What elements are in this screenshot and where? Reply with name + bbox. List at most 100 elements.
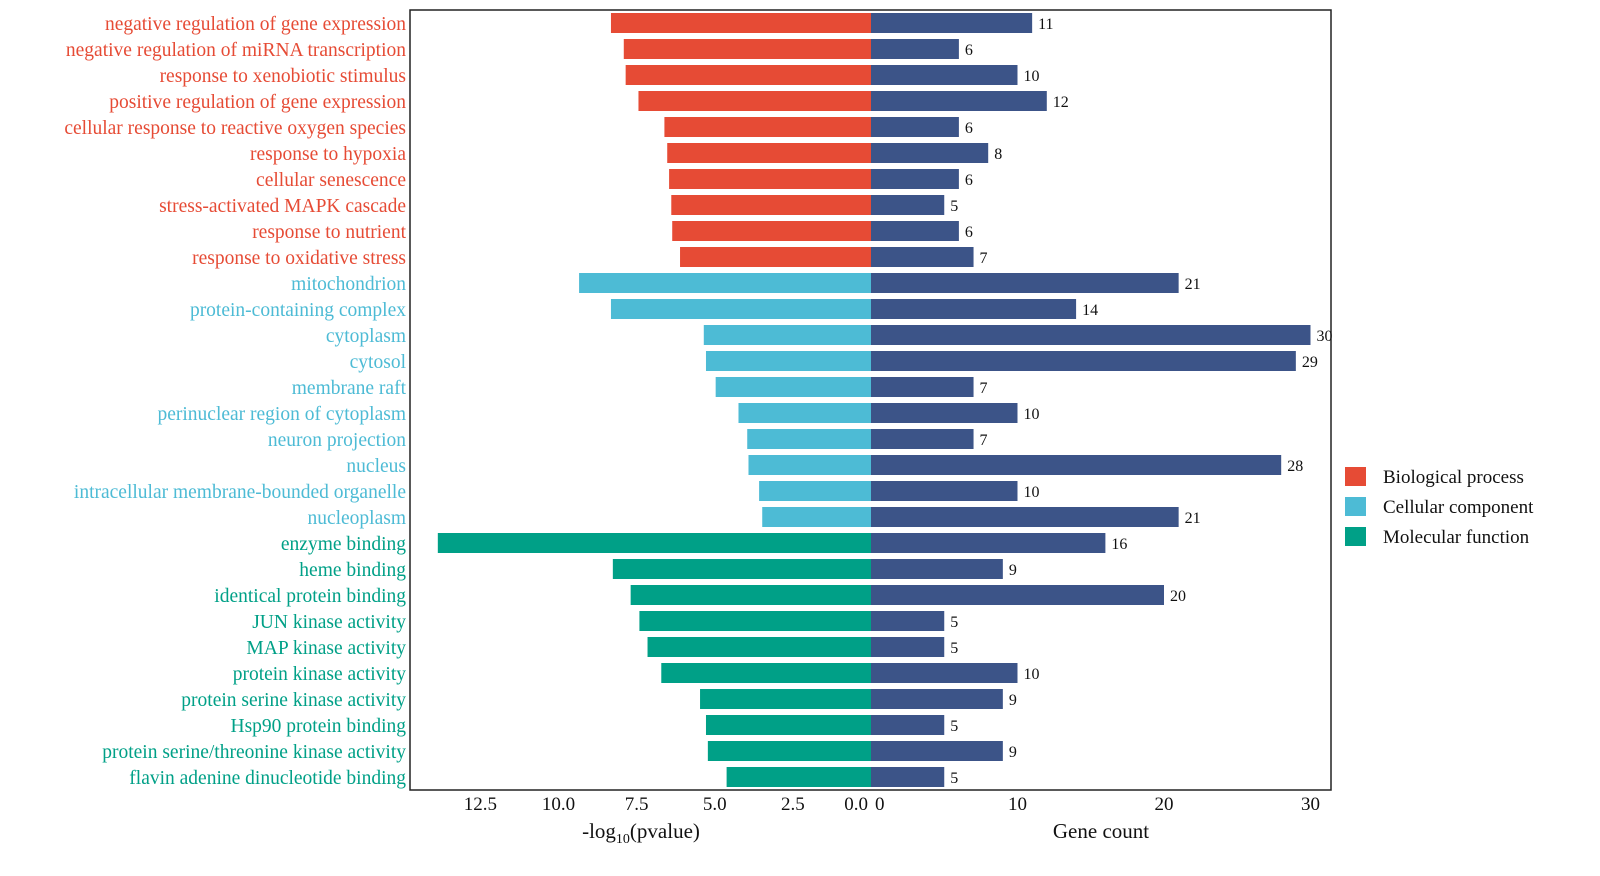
gene-count-label: 21: [1185, 510, 1201, 527]
pvalue-bar: [437, 533, 871, 553]
category-label: negative regulation of miRNA transcripti…: [66, 40, 406, 61]
right-tick-label: 0: [875, 794, 885, 815]
gene-count-bar: [871, 767, 945, 787]
right-tick-label: 30: [1301, 794, 1320, 815]
pvalue-bar: [579, 273, 871, 293]
pvalue-bar: [680, 247, 871, 267]
gene-count-label: 6: [965, 120, 973, 137]
gene-count-bar: [871, 559, 1003, 579]
gene-count-bar: [871, 585, 1164, 605]
left-tick-label: 7.5: [625, 794, 649, 815]
gene-count-bar: [871, 143, 989, 163]
pvalue-bar: [638, 91, 871, 111]
gene-count-label: 10: [1023, 484, 1039, 501]
category-label: protein serine kinase activity: [181, 690, 406, 711]
gene-count-label: 5: [950, 770, 958, 787]
gene-count-bar: [871, 91, 1047, 111]
gene-count-label: 11: [1038, 16, 1053, 33]
gene-count-bar: [871, 325, 1311, 345]
pvalue-bar: [705, 715, 871, 735]
pvalue-bar: [669, 169, 871, 189]
legend-swatch: [1345, 527, 1366, 546]
category-label: intracellular membrane-bounded organelle: [74, 482, 406, 503]
pvalue-bar: [748, 455, 871, 475]
category-label: cytoplasm: [326, 326, 406, 347]
gene-count-bar: [871, 507, 1179, 527]
legend-label: Biological process: [1383, 467, 1524, 488]
pvalue-bar: [630, 585, 871, 605]
gene-count-bar: [871, 13, 1033, 33]
gene-count-label: 9: [1009, 692, 1017, 709]
gene-count-label: 7: [980, 432, 988, 449]
category-label: response to oxidative stress: [192, 248, 406, 269]
pvalue-bar: [610, 299, 871, 319]
axis-title-tail: (pvalue): [630, 819, 700, 843]
pvalue-bar: [612, 559, 871, 579]
legend-label: Molecular function: [1383, 527, 1530, 548]
legend-swatch: [1345, 467, 1366, 486]
category-label: response to nutrient: [252, 222, 406, 243]
gene-count-label: 16: [1111, 536, 1127, 553]
gene-count-label: 6: [965, 224, 973, 241]
gene-count-bar: [871, 39, 959, 59]
pvalue-bar: [639, 611, 871, 631]
category-label: cellular senescence: [256, 170, 406, 191]
gene-count-bar: [871, 299, 1077, 319]
gene-count-bar: [871, 637, 945, 657]
gene-count-label: 30: [1316, 328, 1332, 345]
category-label: Hsp90 protein binding: [231, 716, 407, 737]
category-label: response to xenobiotic stimulus: [160, 66, 406, 87]
gene-count-bar: [871, 169, 959, 189]
pvalue-bar: [747, 429, 871, 449]
pvalue-bar: [703, 325, 871, 345]
gene-count-label: 6: [965, 172, 973, 189]
gene-count-label: 9: [1009, 744, 1017, 761]
category-label: MAP kinase activity: [246, 638, 406, 659]
category-label: protein-containing complex: [190, 300, 406, 321]
axis-title-main: -log: [582, 819, 616, 843]
left-tick-label: 10.0: [542, 794, 575, 815]
pvalue-bar: [700, 689, 871, 709]
gene-count-label: 5: [950, 614, 958, 631]
right-tick-label: 20: [1154, 794, 1173, 815]
category-label: stress-activated MAPK cascade: [159, 196, 406, 217]
gene-count-label: 10: [1023, 68, 1039, 85]
gene-count-label: 5: [950, 718, 958, 735]
gene-count-bar: [871, 273, 1179, 293]
legend-swatch: [1345, 497, 1366, 516]
category-label: identical protein binding: [214, 586, 406, 607]
gene-count-label: 14: [1082, 302, 1098, 319]
pvalue-bar: [762, 507, 871, 527]
gene-count-label: 8: [994, 146, 1002, 163]
category-label: cytosol: [350, 352, 407, 373]
pvalue-bar: [715, 377, 871, 397]
right-axis-title: Gene count: [1053, 819, 1149, 843]
plot-frame: [409, 9, 1332, 791]
left-tick-label: 5.0: [703, 794, 727, 815]
category-label: flavin adenine dinucleotide binding: [129, 768, 406, 789]
gene-count-label: 29: [1302, 354, 1318, 371]
gene-count-label: 7: [980, 250, 988, 267]
left-tick-label: 0.0: [844, 794, 868, 815]
gene-count-bar: [871, 663, 1018, 683]
pvalue-bar: [705, 351, 871, 371]
pvalue-bar: [672, 221, 871, 241]
pvalue-bar: [667, 143, 871, 163]
gene-count-bar: [871, 65, 1018, 85]
gene-count-bar: [871, 611, 945, 631]
category-label: response to hypoxia: [250, 144, 406, 165]
gene-count-bar: [871, 429, 974, 449]
gene-count-bar: [871, 221, 959, 241]
left-axis-title: -log10(pvalue): [582, 819, 700, 847]
axis-title-subscript: 10: [616, 832, 630, 847]
pvalue-bar: [671, 195, 871, 215]
pvalue-bar: [726, 767, 871, 787]
gene-count-label: 5: [950, 640, 958, 657]
pvalue-bar: [707, 741, 871, 761]
gene-count-bar: [871, 689, 1003, 709]
category-label: perinuclear region of cytoplasm: [157, 404, 406, 425]
category-label: enzyme binding: [281, 534, 406, 555]
gene-count-label: 7: [980, 380, 988, 397]
category-label: protein serine/threonine kinase activity: [102, 742, 406, 763]
